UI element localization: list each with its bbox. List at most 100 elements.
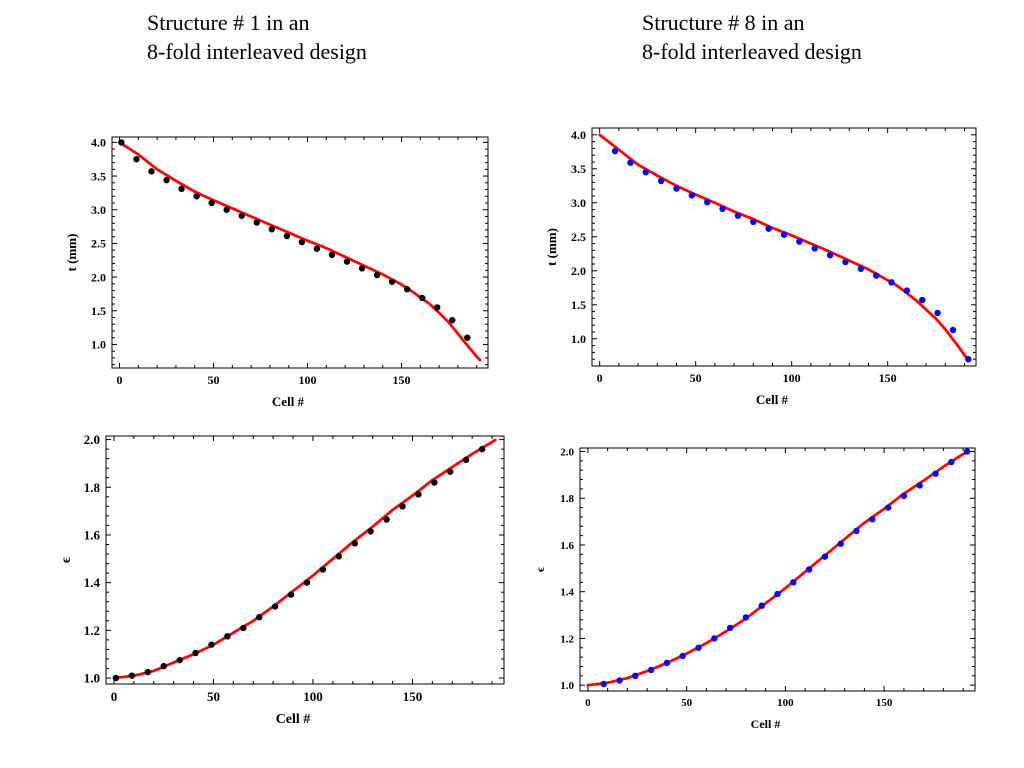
data-point xyxy=(178,185,185,193)
data-point xyxy=(144,668,151,676)
fit-curve-line xyxy=(598,133,970,361)
data-point xyxy=(133,156,140,163)
data-point xyxy=(611,147,619,155)
heading-structure-8: Structure # 8 in an 8-fold interleaved d… xyxy=(642,8,862,66)
data-point xyxy=(758,602,765,609)
x-tick-label: 100 xyxy=(299,373,317,387)
data-point xyxy=(192,649,199,657)
y-axis-title: t (mm) xyxy=(64,234,79,272)
data-point xyxy=(464,334,471,341)
plot-frame xyxy=(111,136,489,369)
y-tick-label: 1.0 xyxy=(571,332,586,346)
data-point xyxy=(287,591,295,598)
data-point xyxy=(869,516,876,523)
data-point xyxy=(193,193,200,200)
data-point xyxy=(853,527,860,535)
y-tick-label: 1.2 xyxy=(560,633,574,645)
data-point xyxy=(642,169,649,176)
y-tick-label: 1.2 xyxy=(84,623,100,638)
data-point xyxy=(240,624,247,632)
x-tick-label: 150 xyxy=(879,371,897,385)
y-tick-label: 2.5 xyxy=(571,230,586,244)
data-point xyxy=(298,238,306,246)
data-point xyxy=(283,232,291,240)
heading-structure-1-line1: Structure # 1 in an xyxy=(147,10,310,35)
x-axis-title: Cell # xyxy=(276,712,311,727)
data-point xyxy=(704,198,711,206)
x-tick-label: 50 xyxy=(207,689,220,704)
data-point xyxy=(160,662,167,670)
data-point xyxy=(268,226,275,233)
data-point xyxy=(774,590,781,598)
data-point xyxy=(916,482,923,489)
data-point xyxy=(388,278,396,285)
data-point xyxy=(688,192,696,199)
data-point xyxy=(765,225,772,232)
plot-frame xyxy=(591,127,977,367)
x-tick-label: 50 xyxy=(208,373,220,387)
y-tick-label: 2.5 xyxy=(91,237,106,251)
data-point xyxy=(163,176,170,184)
data-point xyxy=(148,168,155,175)
data-point xyxy=(632,672,639,680)
data-point xyxy=(319,566,327,573)
data-point xyxy=(449,316,456,324)
x-axis-title: Cell # xyxy=(272,394,305,409)
data-point xyxy=(343,258,351,265)
y-tick-label: 1.6 xyxy=(560,540,574,552)
data-point xyxy=(726,624,734,632)
y-tick-label: 4.0 xyxy=(91,136,106,150)
y-tick-label: 4.0 xyxy=(571,128,586,142)
data-point xyxy=(842,258,849,266)
data-point xyxy=(208,641,215,648)
data-point xyxy=(238,212,245,219)
plot-frame xyxy=(105,435,505,685)
data-point xyxy=(932,470,939,477)
data-point xyxy=(695,644,702,651)
data-point xyxy=(415,491,422,498)
y-tick-label: 2.0 xyxy=(84,432,100,447)
y-tick-label: 3.0 xyxy=(91,203,106,217)
data-point xyxy=(223,206,230,213)
data-point xyxy=(673,185,680,192)
data-point xyxy=(351,540,358,547)
data-point xyxy=(949,326,957,334)
data-point xyxy=(965,356,972,363)
data-point xyxy=(647,666,655,674)
data-point xyxy=(419,294,426,302)
fit-curve-line xyxy=(118,140,482,363)
data-point xyxy=(112,674,120,682)
data-point xyxy=(903,287,911,294)
x-tick-label: 0 xyxy=(117,373,123,387)
data-point xyxy=(271,603,279,610)
x-tick-label: 150 xyxy=(393,373,411,387)
data-point xyxy=(403,286,411,293)
data-point xyxy=(367,528,374,535)
y-tick-label: 3.0 xyxy=(571,196,586,210)
y-tick-label: 1.8 xyxy=(560,493,574,505)
data-point xyxy=(790,579,797,586)
x-tick-label: 100 xyxy=(777,697,794,709)
y-tick-label: 1.0 xyxy=(560,680,574,692)
data-point xyxy=(358,265,366,272)
y-axis-title: t (mm) xyxy=(544,228,559,266)
x-tick-label: 100 xyxy=(783,371,801,385)
x-axis-title: Cell # xyxy=(751,717,781,731)
data-point xyxy=(805,566,813,573)
data-point xyxy=(373,271,381,279)
data-point xyxy=(734,212,742,219)
heading-structure-8-line1: Structure # 8 in an xyxy=(642,10,805,35)
data-point xyxy=(750,218,757,226)
data-point xyxy=(383,516,390,523)
y-axis-title: ϵ xyxy=(533,567,547,572)
data-point xyxy=(872,272,880,279)
x-tick-label: 150 xyxy=(403,689,423,704)
x-tick-label: 0 xyxy=(585,697,591,709)
y-tick-label: 1.5 xyxy=(571,298,586,312)
data-point xyxy=(431,479,438,486)
data-point xyxy=(884,504,892,511)
y-tick-label: 1.5 xyxy=(91,304,106,318)
data-point xyxy=(224,633,231,640)
